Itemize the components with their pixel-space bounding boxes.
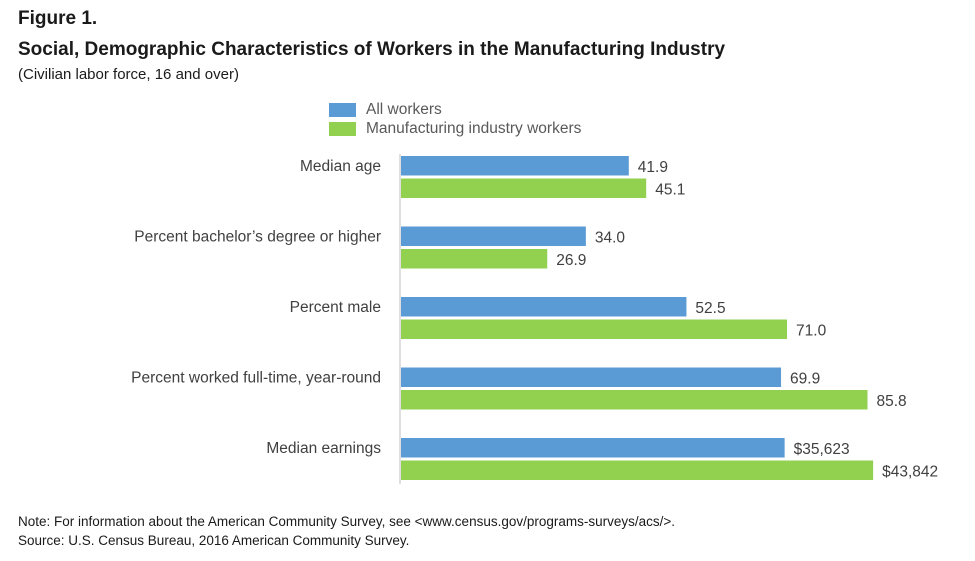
notes: Note: For information about the American…	[18, 512, 675, 550]
chart-subtitle: (Civilian labor force, 16 and over)	[18, 66, 239, 83]
chart-title: Social, Demographic Characteristics of W…	[18, 39, 726, 60]
bar-manufacturing	[401, 390, 868, 410]
source-text: Source: U.S. Census Bureau, 2016 America…	[18, 533, 410, 548]
legend-item-manufacturing: Manufacturing industry workers	[329, 119, 581, 138]
category-label: Percent male	[290, 299, 381, 316]
data-label: 69.9	[790, 371, 820, 388]
bar-all-workers	[401, 438, 785, 458]
bar-manufacturing	[401, 249, 548, 269]
bar-all-workers	[401, 367, 782, 387]
category-label: Percent bachelor’s degree or higher	[134, 229, 381, 246]
legend-swatch-manufacturing	[329, 121, 356, 136]
bar-manufacturing	[401, 460, 874, 480]
data-label: $43,842	[882, 464, 938, 481]
data-label: 41.9	[638, 159, 668, 176]
bar-all-workers	[401, 226, 586, 246]
category-label: Median earnings	[266, 440, 381, 457]
bar-all-workers	[401, 156, 629, 176]
figure-label: Figure 1.	[18, 8, 98, 29]
data-label: 85.8	[876, 393, 906, 410]
legend-label-manufacturing: Manufacturing industry workers	[366, 120, 582, 137]
data-label: 52.5	[695, 300, 725, 317]
legend-label-all-workers: All workers	[366, 101, 442, 118]
data-label: 71.0	[796, 323, 827, 340]
bar-manufacturing	[401, 319, 788, 339]
data-label: 45.1	[655, 182, 685, 199]
bar-all-workers	[401, 297, 687, 317]
data-label: 26.9	[556, 252, 586, 269]
bar-manufacturing	[401, 178, 647, 198]
legend-swatch-all-workers	[329, 102, 356, 117]
legend-item-all-workers: All workers	[329, 100, 581, 119]
data-label: 34.0	[595, 230, 626, 247]
bar-chart: Median age 41.9 45.1 Percent bachelor’s deg…	[131, 154, 938, 484]
data-label: $35,623	[794, 441, 850, 458]
note-text: Note: For information about the American…	[18, 514, 676, 529]
category-label: Percent worked full-time, year-round	[131, 370, 381, 387]
category-label: Median age	[300, 158, 381, 175]
legend: All workers Manufacturing industry worke…	[329, 100, 581, 138]
